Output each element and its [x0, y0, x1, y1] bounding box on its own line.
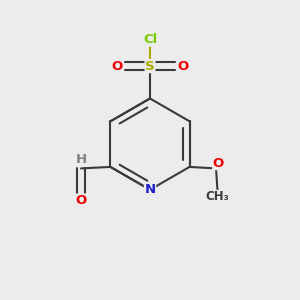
Text: S: S	[145, 60, 155, 73]
Text: H: H	[76, 153, 87, 166]
Text: O: O	[75, 194, 87, 207]
Text: CH₃: CH₃	[206, 190, 230, 203]
Text: N: N	[144, 183, 156, 196]
Text: O: O	[111, 60, 122, 73]
Text: O: O	[213, 157, 224, 169]
Text: Cl: Cl	[143, 33, 157, 46]
Text: O: O	[178, 60, 189, 73]
